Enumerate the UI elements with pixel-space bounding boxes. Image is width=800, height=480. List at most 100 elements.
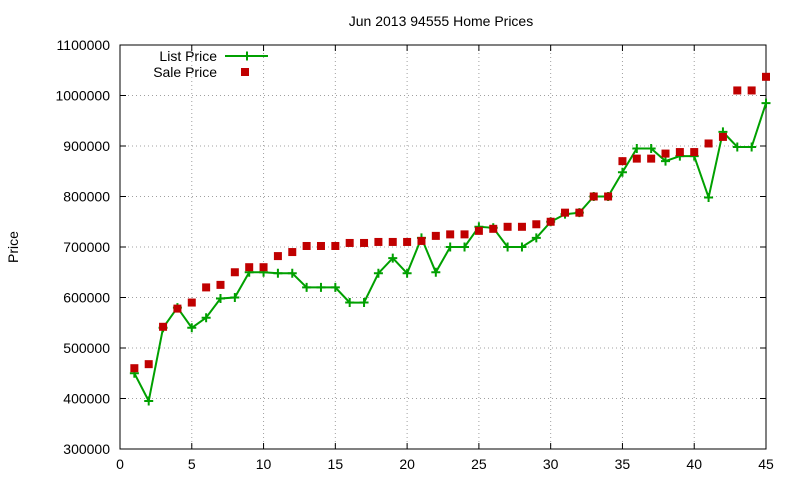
y-tick-label: 1000000 (55, 88, 110, 104)
y-tick-label: 800000 (63, 189, 110, 205)
legend-label-sale-price: Sale Price (153, 64, 217, 80)
data-point-list-price (215, 294, 225, 304)
x-tick-label: 15 (328, 456, 344, 472)
data-point-sale-price (159, 322, 168, 331)
y-tick-label: 600000 (63, 290, 110, 306)
data-point-sale-price (517, 222, 526, 231)
data-point-sale-price (216, 280, 225, 289)
data-point-sale-price (403, 237, 412, 246)
data-point-sale-price (618, 157, 627, 166)
y-tick-label: 1100000 (57, 37, 111, 53)
data-point-sale-price (259, 263, 268, 272)
data-point-sale-price (130, 364, 139, 373)
data-point-sale-price (331, 241, 340, 250)
data-point-list-price (273, 268, 283, 278)
data-point-sale-price (503, 222, 512, 231)
data-point-sale-price (245, 263, 254, 272)
axis-ticks (119, 44, 767, 450)
data-point-sale-price (489, 224, 498, 233)
data-point-list-price (287, 268, 297, 278)
data-point-sale-price (561, 208, 570, 217)
data-point-sale-price (546, 217, 555, 226)
data-point-sale-price (460, 230, 469, 239)
y-tick-label: 700000 (63, 239, 110, 255)
data-point-list-price (704, 193, 714, 203)
data-point-list-price (431, 267, 441, 277)
data-point-sale-price (474, 226, 483, 235)
data-point-list-price (503, 242, 513, 252)
data-point-list-price (230, 293, 240, 302)
data-point-list-price (302, 282, 312, 292)
x-tick-labels: 0 5 10 15 20 25 30 35 40 45 (116, 456, 774, 472)
data-point-sale-price (690, 148, 699, 157)
data-point-list-price (460, 242, 470, 252)
data-point-sale-price (704, 139, 713, 148)
data-point-sale-price (173, 304, 182, 313)
data-point-sale-price (604, 192, 613, 201)
data-point-sale-price (202, 283, 211, 292)
x-tick-label: 40 (686, 456, 702, 472)
data-point-sale-price (374, 237, 383, 246)
data-point-list-price (531, 233, 541, 243)
data-point-list-price (747, 142, 757, 152)
data-point-sale-price (632, 154, 641, 163)
data-point-sale-price (446, 230, 455, 239)
data-point-sale-price (747, 86, 756, 95)
data-point-sale-price (316, 241, 325, 250)
grid-lines (120, 45, 766, 449)
y-axis-label: Price (5, 231, 21, 263)
data-point-sale-price (431, 231, 440, 240)
data-point-list-price (646, 144, 656, 154)
data-point-sale-price (675, 148, 684, 157)
data-point-list-price (330, 282, 340, 292)
x-tick-label: 20 (399, 456, 415, 472)
data-point-list-price (402, 268, 412, 278)
legend-marker-list-price (242, 51, 252, 61)
data-point-list-price (617, 167, 627, 177)
data-point-sale-price (589, 192, 598, 201)
data-point-list-price (345, 298, 355, 308)
series-list-price (129, 98, 771, 406)
data-point-sale-price (230, 268, 239, 277)
data-point-sale-price (417, 236, 426, 245)
legend-label-list-price: List Price (159, 48, 217, 64)
data-point-list-price (632, 144, 642, 154)
x-tick-label: 10 (256, 456, 272, 472)
data-point-list-price (761, 98, 771, 108)
data-point-list-price (201, 313, 211, 323)
data-point-sale-price (360, 238, 369, 247)
data-point-list-price (359, 298, 369, 308)
data-point-list-price (388, 253, 398, 263)
data-point-sale-price (187, 298, 196, 307)
data-point-sale-price (144, 360, 153, 369)
data-point-sale-price (288, 248, 297, 257)
data-point-list-price (373, 268, 383, 278)
data-point-list-price (517, 242, 527, 252)
x-tick-label: 5 (188, 456, 196, 472)
data-point-list-price (144, 396, 154, 406)
chart-title: Jun 2013 94555 Home Prices (349, 13, 533, 29)
series-layer (129, 72, 771, 406)
legend-marker-sale-price (241, 68, 249, 76)
data-point-sale-price (647, 154, 656, 163)
data-point-sale-price (718, 132, 727, 141)
y-tick-label: 300000 (63, 441, 110, 457)
data-point-sale-price (661, 149, 670, 158)
y-tick-label: 400000 (63, 391, 110, 407)
x-tick-label: 45 (758, 456, 774, 472)
data-point-sale-price (762, 72, 770, 81)
y-tick-labels: 300000 400000 500000 600000 700000 800000 9000… (55, 37, 110, 457)
series-sale-price (130, 72, 770, 373)
data-point-sale-price (302, 241, 311, 250)
y-tick-label: 900000 (63, 138, 110, 154)
data-point-list-price (445, 242, 455, 252)
data-point-list-price (187, 323, 197, 333)
legend: List Price Sale Price (153, 48, 268, 80)
y-tick-label: 500000 (63, 340, 110, 356)
data-point-sale-price (273, 252, 282, 261)
data-point-list-price (661, 156, 671, 166)
data-point-sale-price (345, 238, 354, 247)
data-point-sale-price (532, 220, 541, 229)
data-point-sale-price (575, 208, 584, 217)
